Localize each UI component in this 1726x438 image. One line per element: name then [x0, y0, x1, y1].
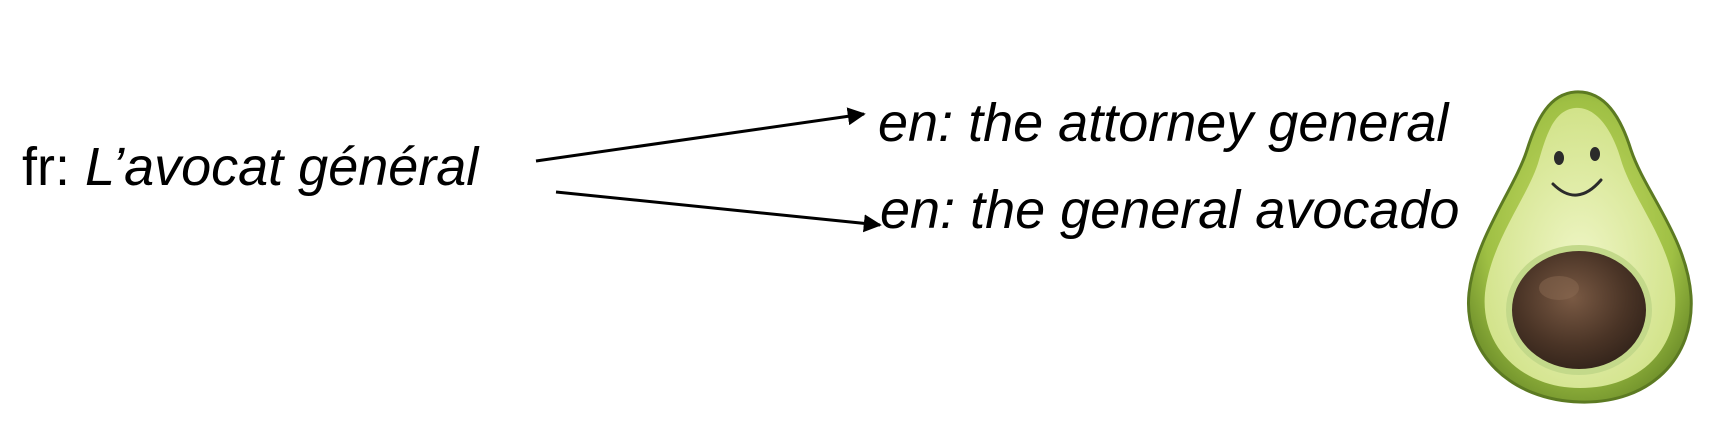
- source-phrase-text: L’avocat général: [85, 137, 479, 197]
- target-2-phrase-text: the general avocado: [970, 180, 1460, 240]
- target-1-phrase-text: the attorney general: [968, 93, 1449, 153]
- target-1-lang-code: en:: [878, 93, 954, 153]
- target-phrase-2: en: the general avocado: [880, 183, 1459, 237]
- target-phrase-1: en: the attorney general: [878, 96, 1448, 150]
- left-eye-icon: [1554, 151, 1564, 165]
- right-eye-icon: [1590, 147, 1600, 161]
- source-phrase: fr: L’avocat général: [22, 140, 478, 194]
- avocado-pit: [1506, 245, 1652, 375]
- arrow-to-target-1: [535, 107, 866, 163]
- smile-icon: [1551, 178, 1603, 197]
- avocado-illustration: [1466, 90, 1693, 404]
- pit-highlight: [1539, 276, 1579, 300]
- target-2-lang-code: en:: [880, 180, 956, 240]
- arrow-to-target-2: [555, 190, 882, 233]
- source-lang-code: fr:: [22, 137, 70, 197]
